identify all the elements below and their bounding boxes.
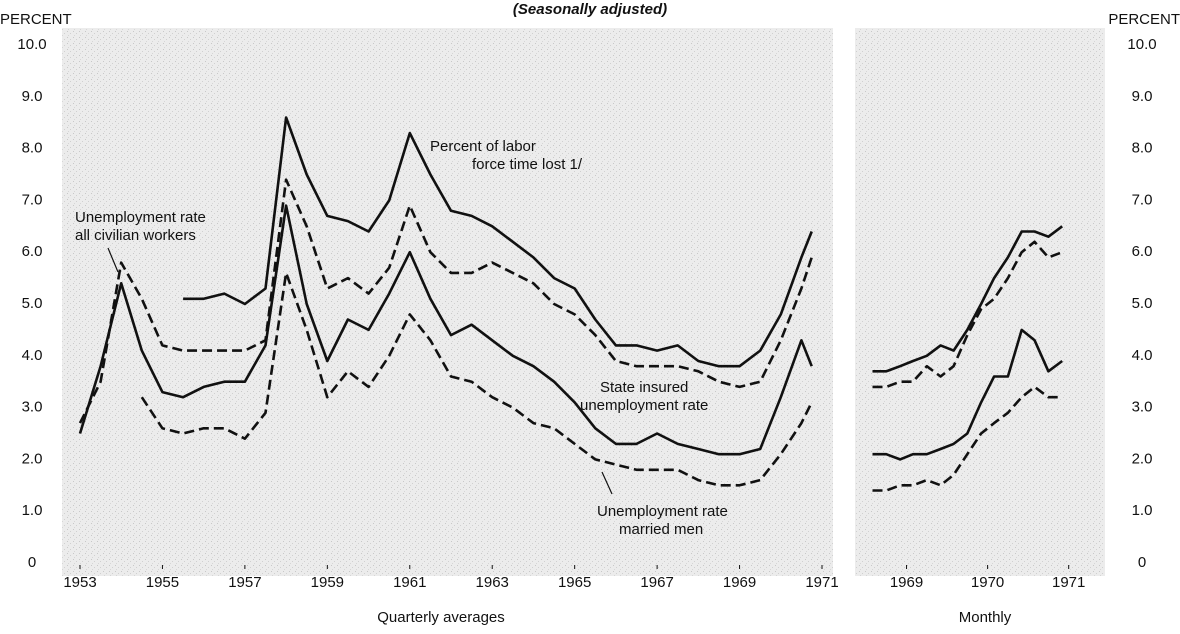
y-tick-label: 6.0 — [1132, 243, 1153, 260]
chart-subtitle: (Seasonally adjusted) — [513, 1, 667, 18]
y-tick-label: 3.0 — [1132, 399, 1153, 416]
y-tick-label: 3.0 — [22, 399, 43, 416]
y-tick-label: 2.0 — [22, 450, 43, 467]
panel-background — [855, 28, 1105, 576]
y-tick-label: 7.0 — [22, 191, 43, 208]
annotation: unemployment rate — [580, 397, 708, 414]
y-tick-label: 0 — [1138, 554, 1146, 571]
y-tick-label: 8.0 — [22, 140, 43, 157]
x-tick-label: 1969 — [890, 574, 923, 591]
y-tick-label: 5.0 — [1132, 295, 1153, 312]
y-axis-label: PERCENT — [1108, 11, 1180, 28]
annotation: Unemployment rate — [597, 503, 728, 520]
x-axis-label: Monthly — [959, 609, 1012, 626]
y-tick-label: 7.0 — [1132, 191, 1153, 208]
y-tick-label: 8.0 — [1132, 140, 1153, 157]
x-tick-label: 1955 — [146, 574, 179, 591]
x-axis-label: Quarterly averages — [377, 609, 505, 626]
annotation: all civilian workers — [75, 227, 196, 244]
x-tick-label: 1970 — [971, 574, 1004, 591]
annotation: Unemployment rate — [75, 209, 206, 226]
y-tick-label: 10.0 — [1127, 36, 1156, 53]
annotation: State insured — [600, 379, 688, 396]
leader-line — [601, 471, 613, 495]
series-line — [872, 328, 1063, 461]
y-tick-label: 1.0 — [22, 502, 43, 519]
series-line — [872, 240, 1063, 389]
leader-line — [107, 247, 119, 273]
series-line — [872, 385, 1063, 492]
annotation: force time lost 1/ — [472, 156, 583, 173]
x-tick-label: 1971 — [1052, 574, 1085, 591]
y-tick-label: 4.0 — [1132, 347, 1153, 364]
x-tick-label: 1959 — [311, 574, 344, 591]
series-line — [140, 271, 813, 487]
x-tick-label: 1957 — [228, 574, 261, 591]
x-tick-label: 1971 — [805, 574, 838, 591]
x-tick-label: 1969 — [723, 574, 756, 591]
series-line — [183, 116, 813, 368]
x-tick-label: 1961 — [393, 574, 426, 591]
series-line — [78, 204, 813, 456]
y-tick-label: 6.0 — [22, 243, 43, 260]
y-tick-label: 4.0 — [22, 347, 43, 364]
y-tick-label: 1.0 — [1132, 502, 1153, 519]
y-tick-label: 9.0 — [22, 88, 43, 105]
panel-background — [62, 28, 833, 576]
y-axis-label: PERCENT — [0, 11, 72, 28]
y-tick-label: 10.0 — [17, 36, 46, 53]
series-line — [872, 225, 1063, 373]
x-tick-label: 1963 — [476, 574, 509, 591]
y-tick-label: 5.0 — [22, 295, 43, 312]
series-line — [78, 178, 813, 424]
annotation: married men — [619, 521, 703, 538]
y-tick-label: 9.0 — [1132, 88, 1153, 105]
y-tick-label: 2.0 — [1132, 450, 1153, 467]
y-tick-label: 0 — [28, 554, 36, 571]
x-tick-label: 1965 — [558, 574, 591, 591]
x-tick-label: 1953 — [63, 574, 96, 591]
annotation: Percent of labor — [430, 138, 536, 155]
x-tick-label: 1967 — [640, 574, 673, 591]
